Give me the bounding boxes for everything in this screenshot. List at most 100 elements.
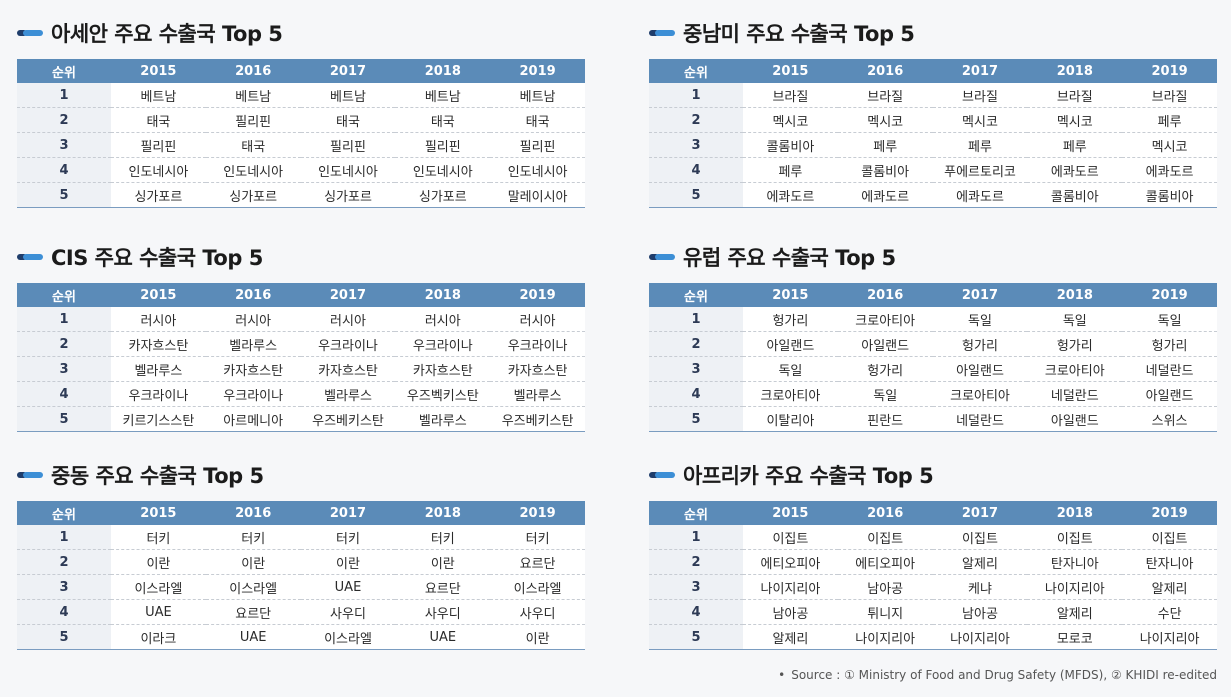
country-cell: 카자흐스탄 — [490, 356, 585, 382]
country-cell: 이집트 — [1027, 525, 1123, 550]
country-cell: 헝가리 — [1027, 331, 1123, 357]
country-cell: 벨라루스 — [205, 331, 301, 357]
table-row: 5 이탈리아 핀란드 네덜란드 아일랜드 스위스 — [649, 406, 1217, 432]
country-cell: 태국 — [490, 107, 585, 133]
country-cell: 핀란드 — [837, 406, 933, 432]
country-cell: 독일 — [932, 307, 1028, 332]
table-row: 5 알제리 나이지리아 나이지리아 모로코 나이지리아 — [649, 624, 1217, 650]
rank-cell: 5 — [17, 182, 111, 208]
panel-title-row: 중남미 주요 수출국 Top 5 — [649, 18, 1217, 48]
rank-cell: 3 — [17, 574, 111, 600]
country-cell: 이탈리아 — [743, 406, 838, 432]
country-cell: 벨라루스 — [111, 356, 206, 382]
rank-cell: 5 — [17, 624, 111, 650]
rank-cell: 2 — [17, 331, 111, 357]
rank-cell: 1 — [649, 307, 743, 332]
header-2018: 2018 — [424, 505, 461, 521]
rank-cell: 3 — [649, 574, 743, 600]
table-row: 4 우크라이나 우크라이나 벨라루스 우즈벡키스탄 벨라루스 — [17, 381, 585, 407]
ranking-table: 순위 2015 2016 2017 2018 2019 1 이집트 이집트 이집트 이집… — [649, 501, 1217, 650]
country-cell: 콜롬비아 — [837, 157, 933, 183]
country-cell: 카자흐스탄 — [111, 331, 206, 357]
table-header-row: 순위 2015 2016 2017 2018 2019 — [17, 59, 585, 83]
panel-title: CIS 주요 수출국 Top 5 — [51, 246, 263, 270]
country-cell: 우크라이나 — [395, 331, 491, 357]
rank-cell: 1 — [17, 525, 111, 550]
country-cell: 터키 — [490, 525, 585, 550]
source-note: • Source : ① Ministry of Food and Drug Sa… — [778, 668, 1217, 682]
country-cell: 아르메니아 — [205, 406, 301, 432]
table-row: 4 남아공 튀니지 남아공 알제리 수단 — [649, 599, 1217, 625]
country-cell: 이스라엘 — [205, 574, 301, 600]
country-cell: 이집트 — [743, 525, 838, 550]
country-cell: 우크라이나 — [300, 331, 396, 357]
header-2018: 2018 — [1056, 287, 1093, 303]
header-rank: 순위 — [684, 507, 708, 523]
header-2018: 2018 — [424, 287, 461, 303]
table-row: 2 아일랜드 아일랜드 헝가리 헝가리 헝가리 — [649, 331, 1217, 357]
country-cell: 사우디 — [300, 599, 396, 625]
country-cell: 에콰도르 — [932, 182, 1028, 208]
table-row: 4 페루 콜롬비아 푸에르토리코 에콰도르 에콰도르 — [649, 157, 1217, 183]
rank-cell: 5 — [649, 406, 743, 432]
header-2015: 2015 — [772, 63, 809, 79]
country-cell: 독일 — [1027, 307, 1123, 332]
country-cell: 인도네시아 — [490, 157, 585, 183]
title-bullet-icon — [649, 254, 675, 260]
ranking-table: 순위 2015 2016 2017 2018 2019 1 러시아 러시아 러시아 러시… — [17, 283, 585, 432]
panel-title: 유럽 주요 수출국 Top 5 — [683, 246, 896, 270]
country-cell: 네덜란드 — [932, 406, 1028, 432]
country-cell: 베트남 — [111, 83, 206, 108]
country-cell: UAE — [205, 624, 301, 650]
country-cell: 크로아티아 — [1027, 356, 1123, 382]
country-cell: 태국 — [395, 107, 491, 133]
table-header-row: 순위 2015 2016 2017 2018 2019 — [649, 501, 1217, 525]
country-cell: 페루 — [1122, 107, 1217, 133]
country-cell: 수단 — [1122, 599, 1217, 625]
header-2018: 2018 — [1056, 63, 1093, 79]
country-cell: 이란 — [395, 549, 491, 575]
panel-africa: 아프리카 주요 수출국 Top 5 순위 2015 2016 2017 2018… — [649, 460, 1217, 650]
country-cell: 케냐 — [932, 574, 1028, 600]
country-cell: 우크라이나 — [111, 381, 206, 407]
panel-cis: CIS 주요 수출국 Top 5 순위 2015 2016 2017 2018 … — [17, 242, 585, 432]
header-2019: 2019 — [519, 505, 556, 521]
country-cell: 남아공 — [837, 574, 933, 600]
country-cell: 우크라이나 — [490, 331, 585, 357]
country-cell: 러시아 — [490, 307, 585, 332]
rank-cell: 5 — [649, 624, 743, 650]
country-cell: 러시아 — [395, 307, 491, 332]
rank-cell: 2 — [649, 107, 743, 133]
table-row: 1 베트남 베트남 베트남 베트남 베트남 — [17, 83, 585, 108]
ranking-table: 순위 2015 2016 2017 2018 2019 1 헝가리 크로아티아 독일 독… — [649, 283, 1217, 432]
country-cell: 브라질 — [837, 83, 933, 108]
header-rank: 순위 — [684, 65, 708, 81]
country-cell: 사우디 — [395, 599, 491, 625]
country-cell: 벨라루스 — [395, 406, 491, 432]
country-cell: 모로코 — [1027, 624, 1123, 650]
rank-cell: 3 — [17, 132, 111, 158]
header-2015: 2015 — [772, 505, 809, 521]
country-cell: 탄자니아 — [1027, 549, 1123, 575]
header-2019: 2019 — [1151, 505, 1188, 521]
header-2015: 2015 — [772, 287, 809, 303]
table-row: 3 독일 헝가리 아일랜드 크로아티아 네덜란드 — [649, 356, 1217, 382]
title-bullet-icon — [17, 254, 43, 260]
country-cell: 러시아 — [205, 307, 301, 332]
country-cell: 헝가리 — [743, 307, 838, 332]
country-cell: 에콰도르 — [1122, 157, 1217, 183]
title-bullet-icon — [17, 472, 43, 478]
table-row: 1 터키 터키 터키 터키 터키 — [17, 525, 585, 550]
panel-title: 중동 주요 수출국 Top 5 — [51, 464, 264, 488]
rank-cell: 3 — [649, 132, 743, 158]
country-cell: 네덜란드 — [1027, 381, 1123, 407]
table-row: 4 크로아티아 독일 크로아티아 네덜란드 아일랜드 — [649, 381, 1217, 407]
country-cell: 필리핀 — [490, 132, 585, 158]
country-cell: 터키 — [111, 525, 206, 550]
table-row: 1 이집트 이집트 이집트 이집트 이집트 — [649, 525, 1217, 550]
table-row: 3 벨라루스 카자흐스탄 카자흐스탄 카자흐스탄 카자흐스탄 — [17, 356, 585, 382]
ranking-table: 순위 2015 2016 2017 2018 2019 1 브라질 브라질 브라질 브라… — [649, 59, 1217, 208]
country-cell: 필리핀 — [111, 132, 206, 158]
country-cell: 멕시코 — [1027, 107, 1123, 133]
table-row: 2 이란 이란 이란 이란 요르단 — [17, 549, 585, 575]
